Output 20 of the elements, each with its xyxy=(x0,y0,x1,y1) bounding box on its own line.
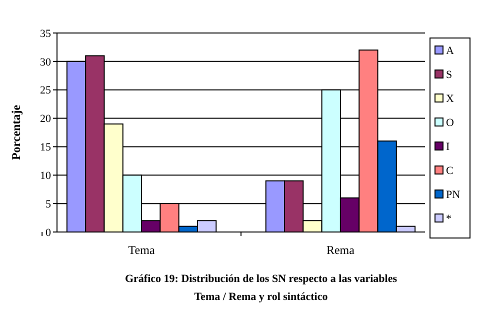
text: Gráfico 19: Distribución de los SN respecto a las variables Tema / Rema y rol sintáctico xyxy=(124,273,398,303)
legend-label: X xyxy=(446,92,454,105)
legend-label: I xyxy=(446,140,450,153)
x-tick-label: Rema xyxy=(326,243,356,257)
y-axis-title: Porcentaje xyxy=(9,104,23,160)
legend-label: A xyxy=(446,44,454,57)
legend-label: PN xyxy=(446,188,460,201)
y-tick-label: 30 xyxy=(40,56,52,68)
legend-label: O xyxy=(446,116,454,129)
y-tick-label: 10 xyxy=(40,170,52,182)
legend-label: C xyxy=(446,164,454,177)
x-tick-label: Tema xyxy=(128,243,156,257)
y-tick-label: 20 xyxy=(40,113,52,126)
y-tick-label: 5 xyxy=(46,198,52,210)
y-tick-label: 35 xyxy=(40,28,52,40)
y-tick-label: 15 xyxy=(40,142,52,154)
legend-label: * xyxy=(446,212,452,225)
y-tick-label: 25 xyxy=(40,84,52,97)
legend-label: S xyxy=(446,68,452,81)
y-tick-label: 0 xyxy=(46,226,52,239)
